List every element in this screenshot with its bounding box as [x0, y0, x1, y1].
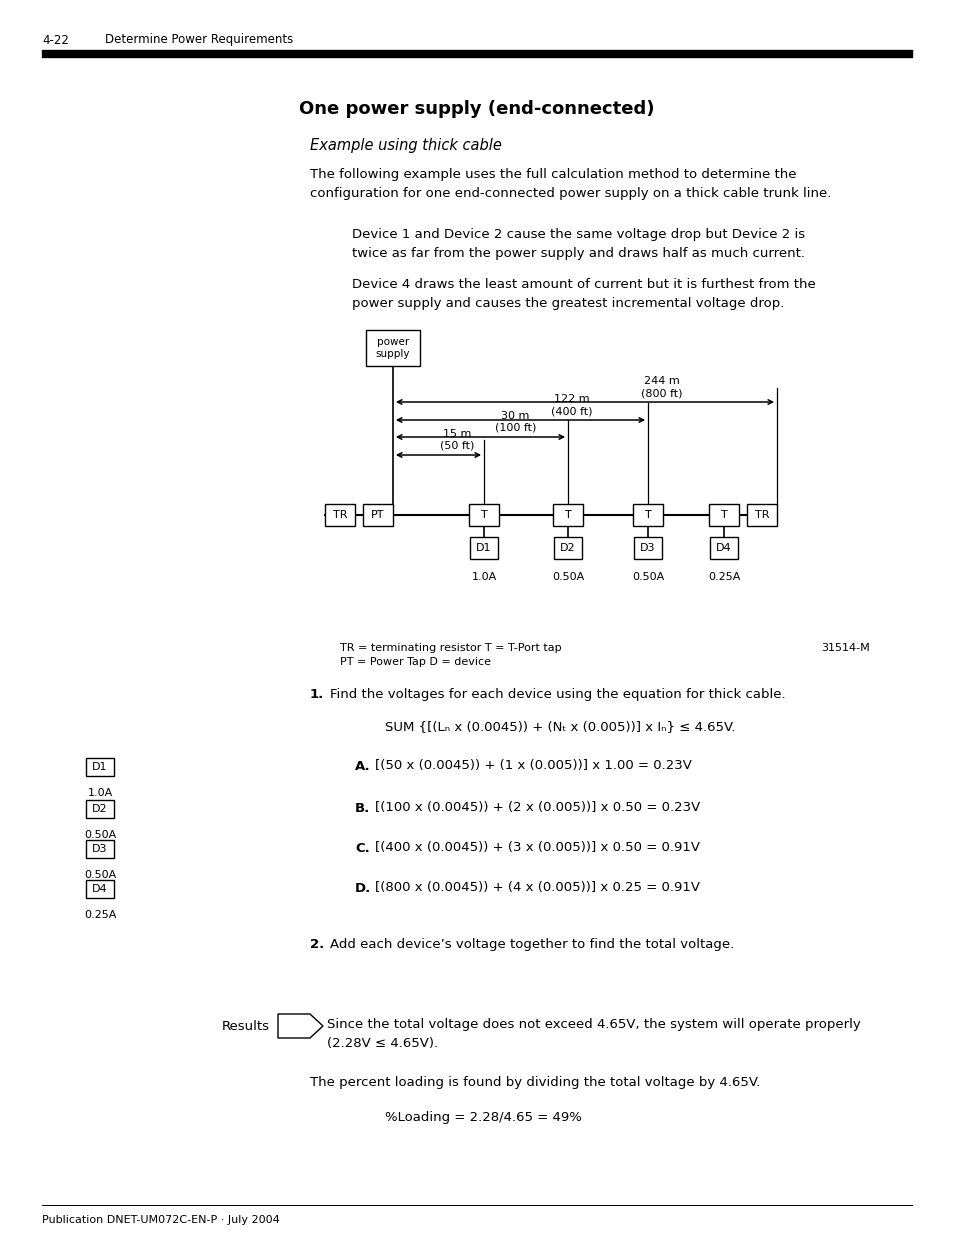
Text: Since the total voltage does not exceed 4.65V, the system will operate properly
: Since the total voltage does not exceed … [327, 1018, 860, 1050]
Text: 0.50A: 0.50A [631, 572, 663, 582]
Text: C.: C. [355, 841, 370, 855]
Text: T: T [564, 510, 571, 520]
Bar [86, 758, 113, 776]
Text: PT: PT [371, 510, 384, 520]
Text: T: T [644, 510, 651, 520]
Text: %Loading = 2.28/4.65 = 49%: %Loading = 2.28/4.65 = 49% [385, 1112, 581, 1124]
Text: 0.25A: 0.25A [84, 910, 116, 920]
Text: SUM {[(Lₙ x (0.0045)) + (Nₜ x (0.005))] x Iₙ} ≤ 4.65V.: SUM {[(Lₙ x (0.0045)) + (Nₜ x (0.005))] … [385, 720, 735, 734]
Text: [(800 x (0.0045)) + (4 x (0.005))] x 0.25 = 0.91V: [(800 x (0.0045)) + (4 x (0.005))] x 0.2… [375, 882, 700, 894]
Text: 2.: 2. [310, 939, 324, 951]
Bar [633, 504, 662, 526]
Text: 30 m
(100 ft): 30 m (100 ft) [495, 410, 536, 433]
Text: Find the voltages for each device using the equation for thick cable.: Find the voltages for each device using … [330, 688, 785, 701]
Text: 0.50A: 0.50A [84, 830, 116, 840]
Bar [553, 504, 582, 526]
Text: 1.0A: 1.0A [471, 572, 497, 582]
Bar [554, 537, 581, 559]
Text: D.: D. [355, 882, 371, 894]
Bar [86, 840, 113, 858]
Text: D2: D2 [559, 543, 576, 553]
Polygon shape [277, 1014, 323, 1037]
Text: 0.50A: 0.50A [84, 869, 116, 881]
Text: Device 1 and Device 2 cause the same voltage drop but Device 2 is
twice as far f: Device 1 and Device 2 cause the same vol… [352, 228, 804, 259]
Text: D3: D3 [639, 543, 655, 553]
Text: B.: B. [355, 802, 370, 815]
Text: Determine Power Requirements: Determine Power Requirements [105, 33, 293, 47]
Text: Add each device’s voltage together to find the total voltage.: Add each device’s voltage together to fi… [330, 939, 734, 951]
Text: TR: TR [754, 510, 768, 520]
Bar [366, 330, 419, 366]
Text: [(50 x (0.0045)) + (1 x (0.005))] x 1.00 = 0.23V: [(50 x (0.0045)) + (1 x (0.005))] x 1.00… [375, 760, 691, 773]
Text: power
supply: power supply [375, 337, 410, 359]
Bar [634, 537, 661, 559]
Text: T: T [480, 510, 487, 520]
Text: 15 m
(50 ft): 15 m (50 ft) [439, 429, 474, 451]
Text: D2: D2 [92, 804, 108, 814]
Text: 244 m
(800 ft): 244 m (800 ft) [640, 375, 681, 398]
Text: [(400 x (0.0045)) + (3 x (0.005))] x 0.50 = 0.91V: [(400 x (0.0045)) + (3 x (0.005))] x 0.5… [375, 841, 700, 855]
Text: 1.0A: 1.0A [88, 788, 112, 798]
Text: TR = terminating resistor T = T-Port tap
PT = Power Tap D = device: TR = terminating resistor T = T-Port tap… [339, 643, 561, 667]
Text: 1.: 1. [310, 688, 324, 701]
Text: 4-22: 4-22 [42, 33, 69, 47]
Bar [469, 504, 498, 526]
Text: Publication DNET-UM072C-EN-P · July 2004: Publication DNET-UM072C-EN-P · July 2004 [42, 1215, 279, 1225]
Text: 0.50A: 0.50A [551, 572, 583, 582]
Text: D4: D4 [92, 884, 108, 894]
Text: Results: Results [222, 1020, 270, 1032]
Bar [709, 537, 738, 559]
Bar [86, 881, 113, 898]
Text: 0.25A: 0.25A [707, 572, 740, 582]
Text: 122 m
(400 ft): 122 m (400 ft) [550, 394, 592, 416]
Bar [86, 800, 113, 818]
Text: A.: A. [355, 760, 370, 773]
Text: D3: D3 [92, 844, 108, 853]
Text: D4: D4 [716, 543, 731, 553]
Bar [746, 504, 776, 526]
Text: The percent loading is found by dividing the total voltage by 4.65V.: The percent loading is found by dividing… [310, 1076, 760, 1089]
Bar [708, 504, 739, 526]
Text: D1: D1 [476, 543, 491, 553]
Bar [470, 537, 497, 559]
Text: T: T [720, 510, 726, 520]
Text: 31514-M: 31514-M [821, 643, 869, 653]
Bar [325, 504, 355, 526]
Text: The following example uses the full calculation method to determine the
configur: The following example uses the full calc… [310, 168, 830, 200]
Text: Device 4 draws the least amount of current but it is furthest from the
power sup: Device 4 draws the least amount of curre… [352, 278, 815, 310]
Text: Example using thick cable: Example using thick cable [310, 138, 501, 153]
Text: TR: TR [333, 510, 347, 520]
Text: D1: D1 [92, 762, 108, 772]
Text: [(100 x (0.0045)) + (2 x (0.005))] x 0.50 = 0.23V: [(100 x (0.0045)) + (2 x (0.005))] x 0.5… [375, 802, 700, 815]
Bar [363, 504, 393, 526]
Text: One power supply (end-connected): One power supply (end-connected) [299, 100, 654, 119]
